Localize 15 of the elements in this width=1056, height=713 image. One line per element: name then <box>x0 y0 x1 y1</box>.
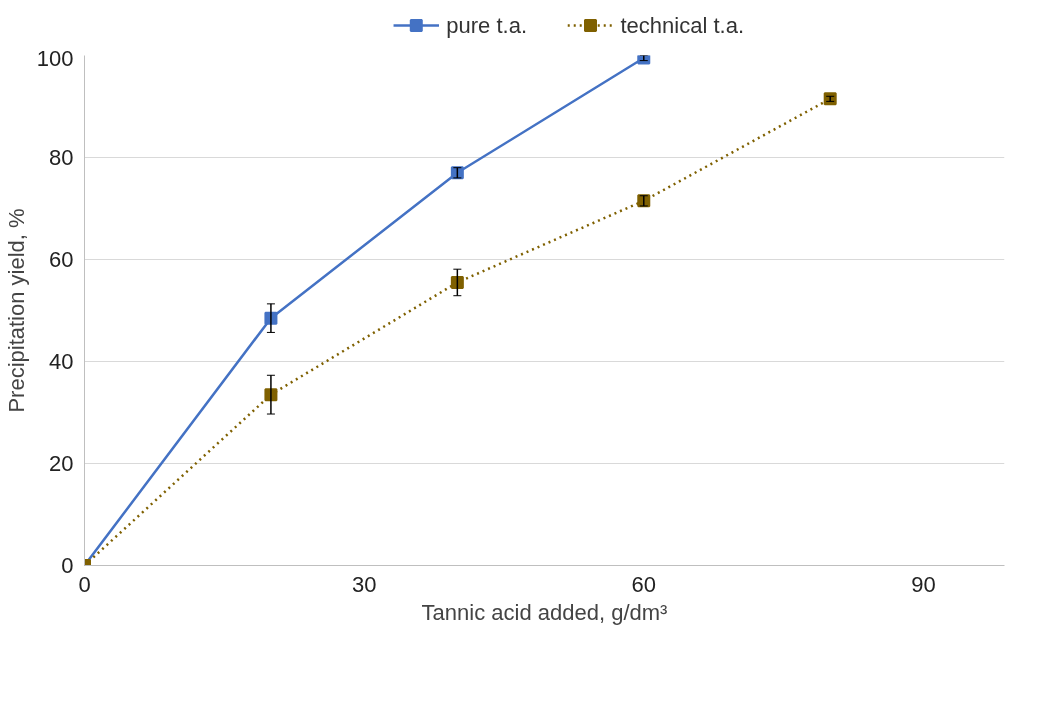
y-tick-label: 40 <box>49 349 74 374</box>
point <box>450 275 464 289</box>
x-tick-label: 60 <box>631 571 657 597</box>
x-tick-label: 90 <box>911 571 936 597</box>
y-tick-label: 80 <box>49 145 74 170</box>
y-tick-label: 20 <box>49 451 74 476</box>
x-tick-label: 0 <box>78 571 91 597</box>
y-tick-label: 0 <box>61 553 74 578</box>
y-tick-label: 100 <box>36 45 74 71</box>
legend-label: pure t.a. <box>446 13 528 38</box>
y-axis-title: Precipitation yield, % <box>3 208 29 413</box>
x-tick-label: 30 <box>351 571 377 597</box>
legend-label: technical t.a. <box>620 13 745 38</box>
y-tick-label: 60 <box>49 247 74 272</box>
x-axis-title: Tannic acid added, g/dm³ <box>421 599 668 625</box>
